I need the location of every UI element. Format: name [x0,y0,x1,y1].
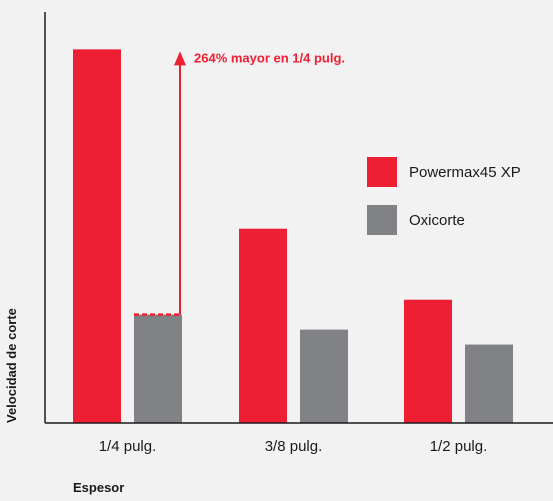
bars-layer [73,49,513,423]
legend-label-1: Oxicorte [409,212,465,229]
axes-layer [44,12,553,424]
x-tick-label-0: 1/4 pulg. [99,438,157,455]
bar-oxicorte-1 [300,329,348,423]
bar-oxicorte-2 [465,344,513,423]
annotation-layer: 264% mayor en 1/4 pulg. [134,50,345,316]
x-tick-label-2: 1/2 pulg. [430,438,488,455]
x-axis-label: Espesor [73,480,124,495]
bar-powermax-0 [73,49,121,423]
annotation-arrow-head [174,51,186,66]
legend-label-0: Powermax45 XP [409,164,521,181]
legend-swatch-0 [367,157,397,187]
y-axis-label: Velocidad de corte [4,308,19,423]
bar-powermax-1 [239,228,287,423]
annotation-text: 264% mayor en 1/4 pulg. [194,50,345,65]
bar-powermax-2 [404,299,452,423]
legend: Powermax45 XP Oxicorte [367,157,521,235]
x-tick-labels: 1/4 pulg. 3/8 pulg. 1/2 pulg. [99,438,488,455]
legend-swatch-1 [367,205,397,235]
x-tick-label-1: 3/8 pulg. [265,438,323,455]
bar-oxicorte-0 [134,314,182,423]
